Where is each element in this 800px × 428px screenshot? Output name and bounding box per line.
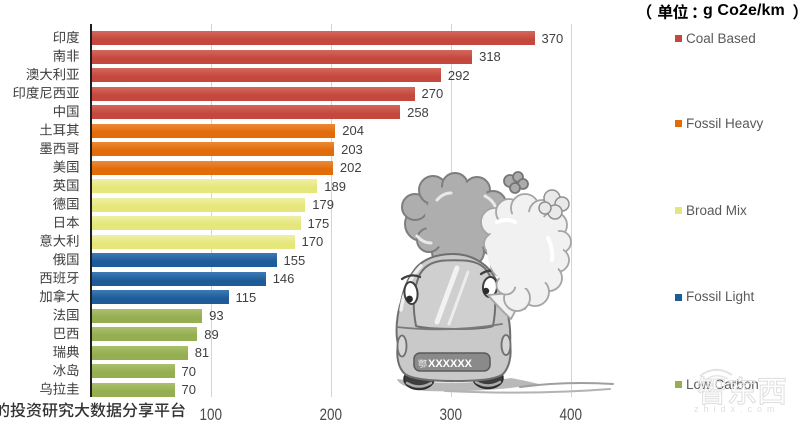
svg-text:XXXXXX: XXXXXX	[428, 358, 473, 370]
